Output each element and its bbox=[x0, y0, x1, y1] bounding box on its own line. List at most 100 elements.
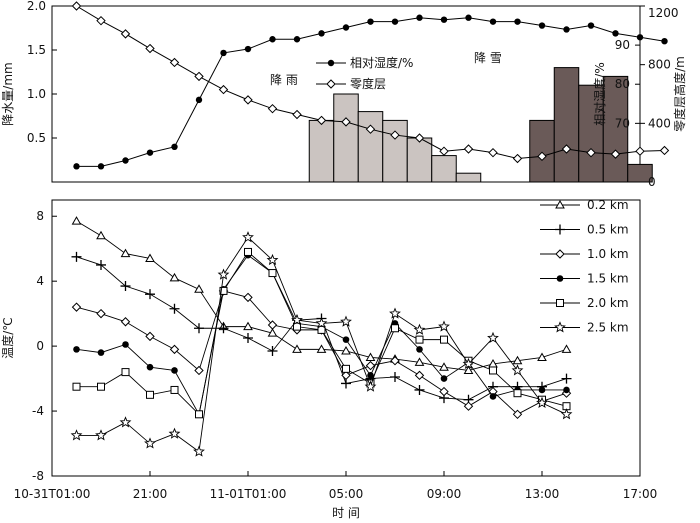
temperature-point bbox=[119, 416, 132, 428]
temperature-point bbox=[145, 331, 155, 342]
temperature-point bbox=[194, 323, 204, 334]
temperature-point bbox=[390, 356, 400, 366]
humidity-point bbox=[538, 22, 546, 29]
temperature-point bbox=[268, 269, 277, 278]
temperature-point bbox=[194, 284, 204, 293]
temperature-point bbox=[463, 401, 474, 411]
zero-layer-point bbox=[537, 151, 547, 162]
temperature-point bbox=[121, 368, 130, 377]
zero-layer-point bbox=[316, 115, 327, 126]
precip-axis-label: 降水量/mm bbox=[1, 62, 15, 125]
temperature-point bbox=[316, 344, 327, 353]
temperature-point bbox=[416, 346, 423, 353]
temperature-point bbox=[97, 382, 105, 391]
snow-label: 降 雪 bbox=[474, 51, 502, 65]
temperature-point bbox=[71, 251, 82, 262]
temperature-series-5 bbox=[70, 231, 573, 457]
humidity-point bbox=[391, 18, 399, 25]
temperature-point bbox=[561, 373, 572, 384]
temperature-point bbox=[364, 380, 377, 392]
legend-humidity-label: 相对湿度/% bbox=[350, 55, 413, 70]
temperature-point bbox=[342, 364, 350, 373]
temperature-point bbox=[145, 289, 155, 300]
temperature-point bbox=[120, 281, 131, 292]
temperature-point bbox=[293, 322, 301, 331]
humidity-tick-label: 80 bbox=[615, 77, 630, 91]
humidity-point bbox=[661, 38, 668, 45]
precip-tick-label: 2.0 bbox=[27, 0, 46, 13]
zero-layer-point bbox=[267, 103, 278, 114]
temperature-point bbox=[315, 317, 328, 329]
zero-layer-point bbox=[96, 15, 106, 26]
temperature-point bbox=[70, 429, 83, 441]
zero-layer-point bbox=[341, 117, 351, 127]
legend-marker bbox=[554, 321, 566, 333]
temperature-point bbox=[537, 352, 547, 361]
humidity-point bbox=[489, 18, 497, 25]
temperature-series bbox=[70, 216, 573, 457]
temperature-point bbox=[218, 323, 229, 334]
zero-layer-point bbox=[194, 71, 204, 82]
temperature-point bbox=[292, 344, 302, 353]
zero-layer-point bbox=[120, 29, 131, 39]
humidity-point bbox=[220, 49, 227, 57]
precip-tick-label: 1.0 bbox=[27, 87, 46, 101]
humidity-point bbox=[514, 18, 521, 25]
temperature-point bbox=[463, 365, 474, 374]
temperature-series-0 bbox=[71, 216, 572, 374]
temperature-point bbox=[560, 408, 573, 420]
temperature-point bbox=[414, 370, 425, 381]
temperature-point bbox=[244, 247, 252, 256]
temperature-point bbox=[415, 335, 424, 344]
temperature-point bbox=[367, 372, 374, 379]
legend-label: 1.0 km bbox=[587, 247, 629, 261]
humidity-axis-label: 相对湿度/% bbox=[592, 62, 607, 125]
temperature-point bbox=[171, 367, 178, 374]
legend-label: 2.5 km bbox=[587, 321, 629, 335]
temperature-point bbox=[267, 345, 278, 356]
temperature-point bbox=[341, 378, 351, 389]
humidity-point bbox=[122, 157, 129, 164]
temperature-point bbox=[169, 344, 180, 355]
zero-layer-point bbox=[390, 130, 400, 140]
humidity-tick-label: 70 bbox=[615, 116, 630, 130]
temperature-legend: 0.2 km 0.5 km 1.0 km 1.5 km 2.0 km 2.5 km bbox=[540, 198, 629, 335]
time-axis-ticks: 10-31T01:00 21:00 11-01T01:00 05:00 09:00 13:… bbox=[14, 471, 657, 501]
bottom-panel: -8 -4 0 4 8 10-31T01:00 21:00 11-01T01:00 05:00… bbox=[0, 198, 657, 520]
temperature-point bbox=[145, 253, 155, 262]
temperature-point bbox=[341, 370, 351, 381]
humidity-point bbox=[318, 30, 325, 37]
temperature-point bbox=[120, 248, 131, 258]
temperature-point bbox=[413, 323, 426, 335]
temperature-point bbox=[122, 341, 129, 348]
temperature-point bbox=[291, 313, 303, 326]
zero-layer-point bbox=[145, 43, 155, 54]
temperature-point bbox=[365, 360, 376, 371]
temperature-axis-label: 温度/℃ bbox=[0, 317, 15, 359]
zero-layer-axis-ticks: 0 400 800 1200 bbox=[640, 5, 679, 189]
temperature-point bbox=[341, 345, 351, 355]
zero-layer-point bbox=[463, 144, 474, 154]
humidity-point bbox=[146, 149, 154, 156]
zero-layer-point bbox=[439, 146, 449, 156]
temperature-point bbox=[489, 393, 497, 400]
zero-layer-tick-label: 1200 bbox=[648, 6, 679, 20]
rain-bar bbox=[382, 119, 408, 183]
legend-zero-layer-label: 零度层 bbox=[350, 76, 386, 91]
precip-tick-label: 0.5 bbox=[27, 131, 46, 145]
temperature-point bbox=[243, 333, 253, 343]
humidity-point bbox=[97, 163, 105, 170]
temperature-point bbox=[266, 253, 279, 266]
temperature-point bbox=[170, 385, 179, 394]
zero-layer-point bbox=[561, 144, 572, 154]
temperature-point bbox=[169, 272, 180, 282]
temperature-point bbox=[439, 362, 449, 371]
temperature-point bbox=[538, 386, 546, 394]
humidity-point bbox=[416, 14, 423, 21]
time-tick-label: 10-31T01:00 bbox=[14, 487, 91, 501]
humidity-point bbox=[612, 30, 619, 37]
temperature-point bbox=[242, 231, 254, 243]
time-tick-label: 09:00 bbox=[427, 487, 462, 501]
snow-bar bbox=[602, 75, 629, 183]
